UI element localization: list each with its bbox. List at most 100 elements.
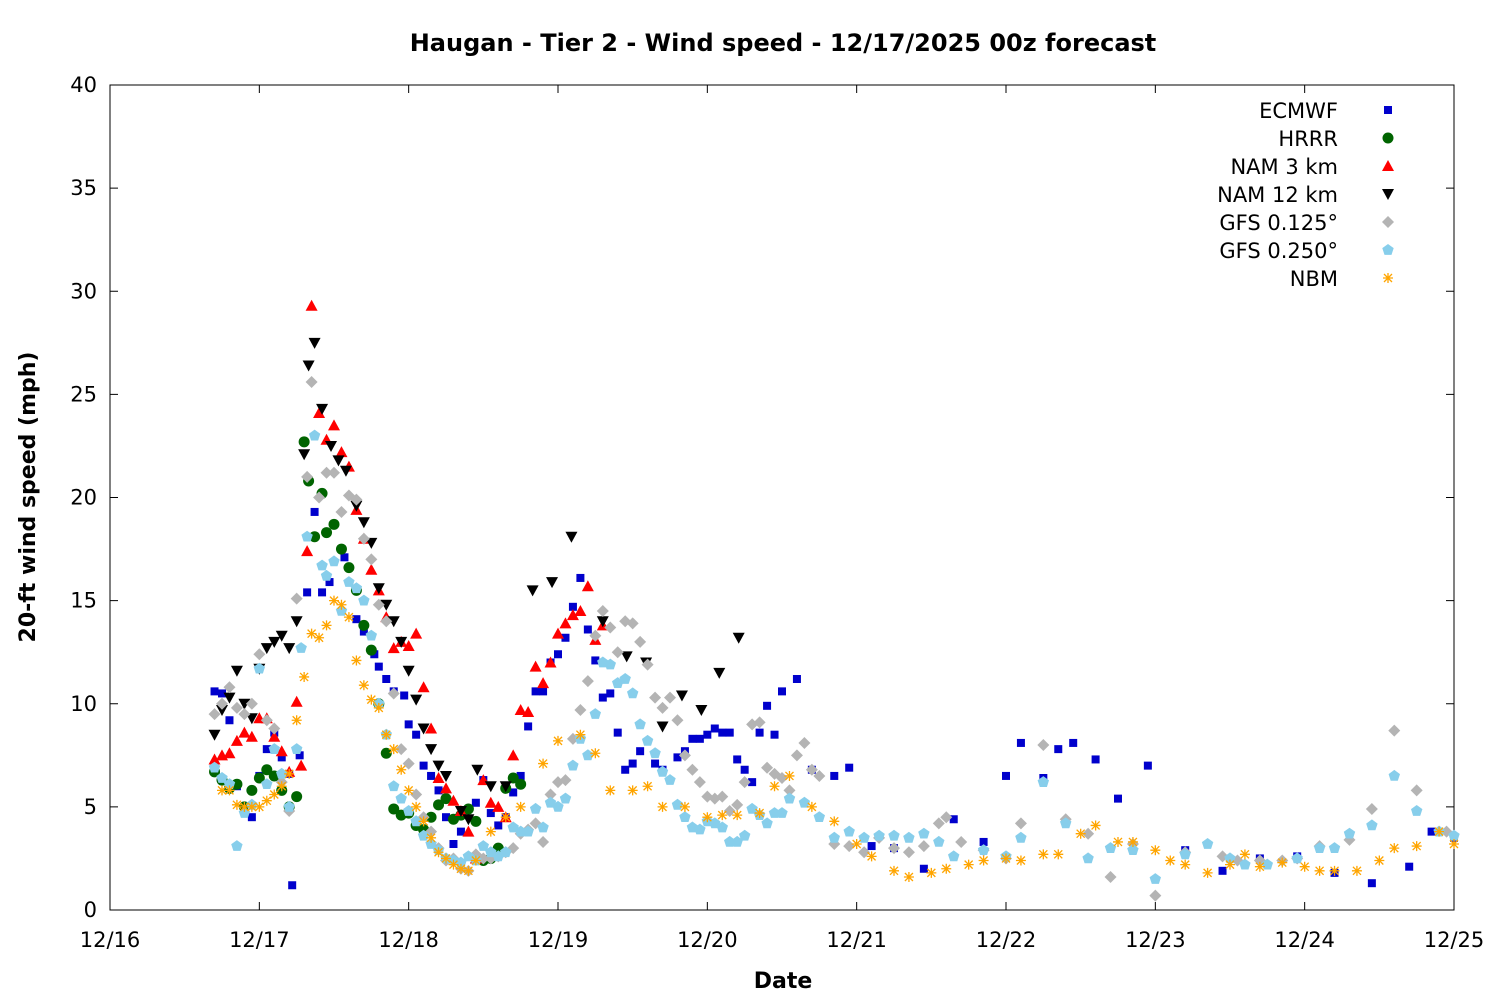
- data-point: [402, 640, 415, 651]
- data-point: [792, 675, 801, 683]
- data-point: [350, 582, 363, 594]
- data-point: [813, 811, 825, 822]
- data-point: [306, 628, 317, 639]
- data-point: [1313, 842, 1326, 853]
- data-point: [295, 751, 304, 760]
- data-point: [524, 722, 533, 731]
- data-point: [305, 299, 318, 311]
- data-point: [365, 629, 377, 641]
- data-point: [410, 694, 423, 706]
- data-point: [903, 872, 914, 882]
- data-point: [225, 716, 234, 725]
- data-point: [515, 825, 527, 837]
- data-point: [454, 806, 467, 817]
- data-point: [755, 728, 764, 737]
- data-point: [949, 815, 958, 824]
- data-point: [1090, 820, 1101, 831]
- data-point: [1075, 828, 1086, 839]
- data-point: [589, 708, 601, 719]
- data-point: [208, 708, 221, 721]
- data-point: [425, 722, 438, 734]
- data-point: [425, 811, 437, 823]
- data-point: [1037, 739, 1050, 751]
- data-point: [626, 617, 639, 630]
- data-point: [283, 643, 296, 655]
- data-point: [507, 772, 519, 784]
- data-point: [829, 816, 840, 827]
- data-point: [1149, 889, 1162, 902]
- data-point: [575, 729, 586, 740]
- data-point: [1410, 784, 1423, 797]
- y-tick-label: 35: [70, 176, 97, 200]
- data-point: [328, 419, 340, 431]
- data-point: [332, 455, 345, 467]
- data-point: [260, 714, 273, 727]
- data-point: [492, 800, 505, 812]
- data-point: [702, 812, 713, 823]
- data-point: [866, 851, 877, 862]
- data-point: [918, 827, 930, 839]
- data-point: [656, 721, 669, 733]
- data-point: [694, 823, 706, 835]
- data-point: [1069, 738, 1078, 747]
- data-point: [372, 598, 385, 611]
- data-point: [531, 687, 540, 696]
- data-point: [1374, 855, 1385, 866]
- data-point: [1343, 827, 1356, 839]
- x-tick-label: 12/22: [976, 928, 1037, 952]
- data-point: [365, 553, 378, 566]
- legend-marker: [1382, 132, 1394, 144]
- y-tick-label: 10: [70, 692, 97, 716]
- data-point: [979, 837, 988, 846]
- data-point: [574, 604, 587, 616]
- data-point: [529, 660, 542, 672]
- data-point: [302, 360, 315, 372]
- data-point: [566, 609, 579, 621]
- legend-marker: [1382, 160, 1394, 171]
- data-point: [673, 753, 682, 762]
- data-point: [553, 735, 563, 746]
- data-point: [941, 863, 952, 874]
- data-point: [1060, 817, 1072, 829]
- data-point: [552, 800, 564, 812]
- data-point: [1037, 776, 1049, 787]
- data-point: [843, 825, 855, 837]
- series-nbm: [217, 595, 1459, 882]
- data-point: [1224, 852, 1236, 864]
- data-point: [798, 736, 811, 749]
- data-point: [295, 759, 308, 771]
- data-point: [1143, 761, 1152, 770]
- data-point: [484, 781, 497, 793]
- data-point: [358, 680, 369, 691]
- data-point: [365, 537, 378, 549]
- data-point: [798, 796, 811, 808]
- data-point: [357, 517, 370, 529]
- data-point: [596, 616, 609, 628]
- data-point: [1179, 848, 1191, 860]
- data-point: [813, 769, 826, 782]
- data-point: [933, 835, 945, 847]
- data-point: [566, 732, 579, 745]
- data-point: [783, 784, 796, 797]
- data-point: [320, 466, 333, 479]
- data-point: [410, 788, 423, 801]
- data-point: [1448, 829, 1460, 841]
- y-tick-label: 20: [70, 486, 97, 510]
- data-point: [1015, 855, 1026, 866]
- data-point: [724, 835, 736, 847]
- x-axis-label: Date: [754, 969, 813, 994]
- data-point: [432, 760, 445, 772]
- data-point: [484, 796, 497, 808]
- data-point: [340, 553, 349, 562]
- x-tick-label: 12/20: [677, 928, 738, 952]
- legend-marker: [1384, 106, 1392, 114]
- data-point: [388, 780, 400, 792]
- data-point: [516, 771, 525, 780]
- data-point: [828, 831, 840, 843]
- data-point: [208, 761, 221, 773]
- plot-frame: [109, 84, 1455, 911]
- data-point: [335, 505, 348, 518]
- data-point: [778, 687, 786, 696]
- data-point: [283, 800, 295, 812]
- data-point: [514, 703, 527, 715]
